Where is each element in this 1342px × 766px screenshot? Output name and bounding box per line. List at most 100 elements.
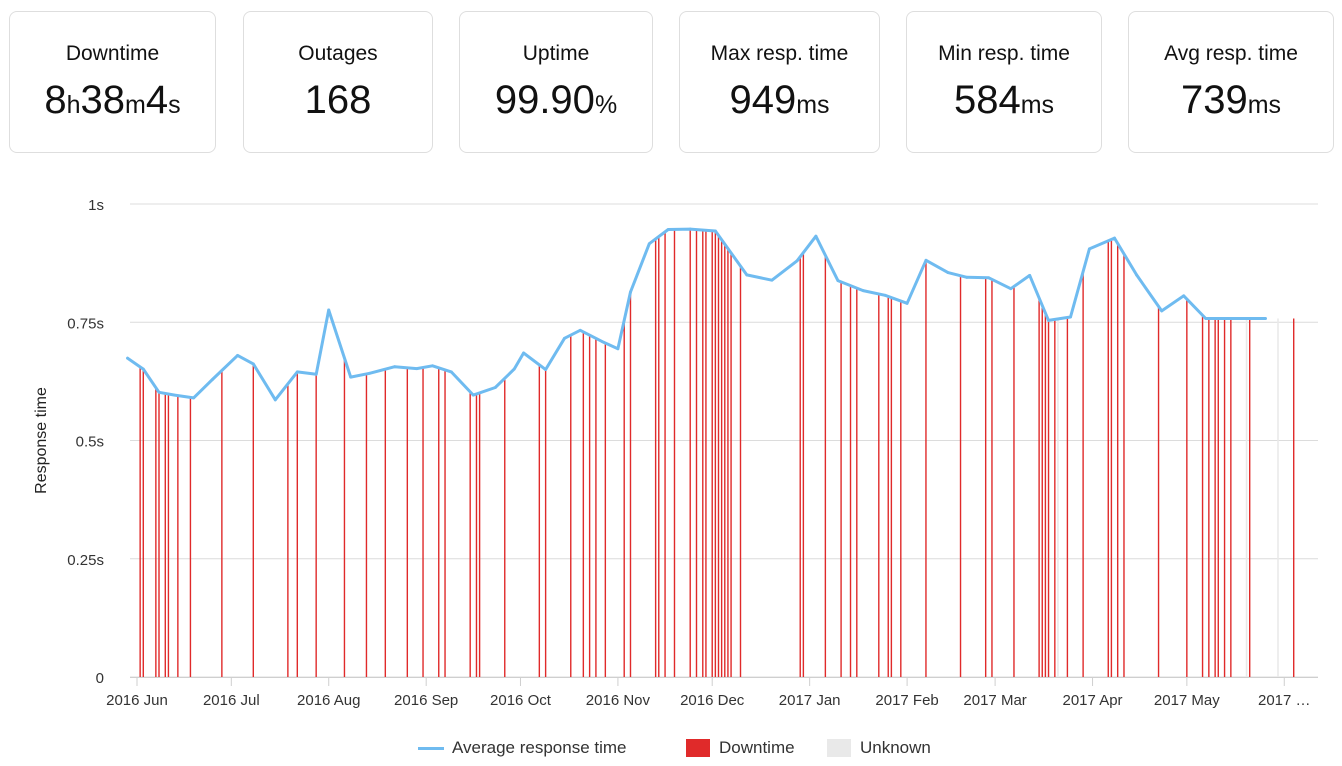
x-tick-label: 2017 … — [1258, 692, 1311, 709]
data-point — [544, 368, 548, 371]
legend-label: Average response time — [452, 738, 627, 757]
data-point — [512, 367, 516, 371]
stat-number: 99.90 — [494, 78, 595, 122]
x-tick-label: 2016 Jul — [203, 692, 260, 709]
x-tick-label: 2017 May — [1154, 692, 1220, 709]
stat-number: 739 — [1180, 78, 1248, 122]
stat-card-uptime: Uptime 99.90% — [459, 11, 653, 153]
x-tick-label: 2016 Oct — [490, 692, 552, 709]
data-point — [647, 242, 651, 246]
data-point — [1248, 317, 1252, 320]
data-point — [1135, 273, 1138, 277]
stat-number: 8 — [44, 78, 67, 122]
legend-item-unknown[interactable]: Unknown — [827, 736, 931, 760]
data-point — [295, 370, 299, 374]
data-point — [795, 259, 799, 263]
data-point — [471, 393, 475, 397]
x-tick-label: 2016 Nov — [586, 692, 651, 709]
stat-value: 584ms — [907, 78, 1101, 123]
data-point — [1204, 317, 1208, 320]
data-point — [1047, 318, 1050, 322]
line-swatch-icon — [418, 746, 444, 750]
legend-label: Downtime — [719, 738, 795, 757]
stat-unit: h — [66, 91, 81, 119]
x-tick-label: 2016 Aug — [297, 692, 360, 709]
data-point — [861, 289, 865, 292]
data-point — [600, 340, 604, 344]
stat-number: 38 — [80, 78, 126, 122]
data-point — [157, 390, 161, 394]
stat-label: Avg resp. time — [1164, 42, 1298, 65]
stat-value: 168 — [244, 78, 432, 123]
legend-item-average-response-time[interactable]: Average response time — [418, 736, 627, 760]
data-point — [666, 228, 670, 231]
unknown-bars — [1057, 318, 1279, 677]
stat-label: Outages — [298, 42, 378, 65]
data-point — [905, 301, 909, 305]
y-tick-label: 0.75s — [67, 315, 104, 332]
legend-label: Unknown — [860, 738, 931, 757]
data-point — [314, 372, 318, 376]
data-point — [616, 347, 620, 351]
stat-unit: ms — [1020, 91, 1055, 119]
data-point — [883, 293, 887, 297]
stat-number: 949 — [729, 78, 797, 122]
data-point — [688, 227, 692, 231]
data-point — [393, 365, 397, 369]
data-point — [836, 279, 840, 283]
y-axis-title: Response time — [33, 387, 50, 494]
data-point — [1160, 309, 1164, 313]
x-tick-label: 2017 Apr — [1063, 692, 1123, 709]
stat-unit: ms — [796, 91, 830, 119]
data-point — [141, 367, 145, 371]
y-tick-label: 0.25s — [67, 552, 104, 569]
data-point — [211, 378, 214, 381]
data-point — [578, 328, 582, 332]
data-point — [987, 276, 991, 280]
data-point — [629, 290, 632, 294]
x-tick-label: 2017 Feb — [875, 692, 938, 709]
stat-number: 584 — [953, 78, 1021, 122]
stat-card-min-resp-time: Min resp. time 584ms — [906, 11, 1102, 153]
data-point — [1028, 274, 1032, 277]
data-point — [946, 271, 950, 274]
data-point — [1182, 294, 1186, 298]
data-point — [1226, 317, 1230, 320]
data-point — [273, 398, 277, 402]
downtime-bars — [139, 229, 1295, 677]
data-point — [368, 371, 371, 375]
stat-label: Uptime — [522, 42, 590, 65]
data-point — [493, 386, 497, 389]
stat-label: Min resp. time — [938, 42, 1070, 65]
data-point — [1069, 315, 1072, 319]
y-axis: 0 0.25s 0.5s 0.75s 1s Response time — [33, 197, 104, 687]
data-point — [965, 275, 969, 279]
data-point — [770, 278, 774, 282]
data-point — [924, 258, 928, 262]
stat-value: 949ms — [680, 78, 879, 123]
stat-unit: ms — [1247, 91, 1282, 119]
stat-unit: m — [125, 91, 146, 119]
series-group — [126, 227, 1267, 402]
stat-card-avg-resp-time: Avg resp. time 739ms — [1128, 11, 1334, 153]
stat-label: Downtime — [65, 42, 160, 65]
y-tick-label: 1s — [88, 197, 104, 214]
stat-number: 168 — [304, 78, 372, 122]
data-point — [173, 393, 177, 397]
data-point — [415, 367, 419, 371]
stat-card-max-resp-time: Max resp. time 949ms — [679, 11, 880, 153]
x-tick-label: 2016 Jun — [106, 692, 168, 709]
stat-value: 8h38m4s — [10, 78, 215, 123]
legend-item-downtime[interactable]: Downtime — [686, 736, 795, 760]
downtime-swatch-icon — [686, 739, 710, 757]
data-point — [126, 356, 129, 360]
response-time-chart: 2016 Jun 2016 Jul 2016 Aug 2016 Sep 2016 Oct… — [33, 197, 1318, 709]
y-tick-label: 0 — [96, 670, 104, 687]
data-point — [431, 364, 434, 368]
x-tick-label: 2016 Dec — [680, 692, 745, 709]
stat-value: 99.90% — [460, 78, 652, 123]
stat-value: 739ms — [1129, 78, 1333, 123]
data-point — [192, 396, 195, 400]
unknown-swatch-icon — [827, 739, 851, 757]
data-point — [1009, 287, 1013, 291]
